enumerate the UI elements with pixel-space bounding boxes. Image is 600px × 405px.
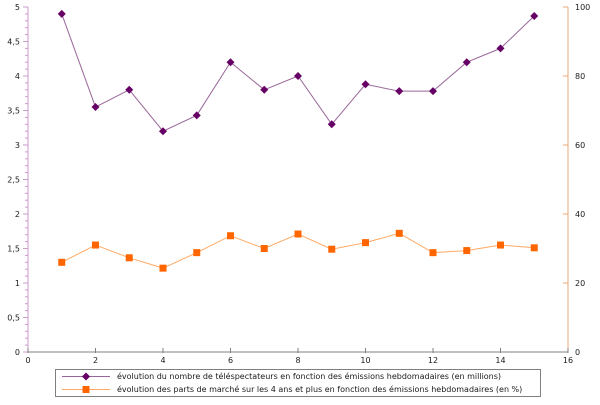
series-0-diamond-marker bbox=[429, 87, 437, 96]
series-1-square-marker bbox=[260, 245, 268, 252]
x-axis-tick-label: 6 bbox=[228, 356, 233, 365]
x-axis-tick-label: 0 bbox=[25, 356, 30, 365]
series-0-diamond-marker bbox=[361, 80, 370, 89]
series-1-square-marker bbox=[58, 258, 66, 266]
series-1-square-marker bbox=[227, 232, 234, 240]
left-axis-tick-label: 2,5 bbox=[7, 176, 20, 185]
series-0-diamond-marker bbox=[395, 87, 404, 96]
x-axis-tick-label: 14 bbox=[495, 356, 505, 365]
legend-label-share: évolution des parts de marché sur les 4 … bbox=[117, 385, 523, 394]
x-axis-tick-label: 2 bbox=[93, 356, 98, 365]
left-axis-tick-label: 4 bbox=[15, 72, 20, 81]
series-0-diamond-marker bbox=[226, 58, 235, 67]
x-axis-tick-label: 16 bbox=[563, 356, 573, 365]
series-0-diamond-marker bbox=[91, 103, 100, 112]
legend-row-viewers: évolution du nombre de téléspectateurs e… bbox=[56, 370, 540, 383]
series-0-diamond-marker bbox=[496, 44, 505, 53]
right-axis-tick-label: 100 bbox=[575, 3, 590, 12]
series-1-square-marker bbox=[362, 239, 369, 247]
left-axis-tick-label: 1,5 bbox=[7, 245, 20, 254]
legend-sample-line-square-icon bbox=[62, 386, 110, 393]
legend-sample-line-diamond-icon bbox=[62, 372, 110, 381]
legend-label-viewers: évolution du nombre de téléspectateurs e… bbox=[117, 372, 502, 381]
series-0-diamond-marker bbox=[57, 9, 66, 18]
left-axis-tick-label: 4,5 bbox=[7, 38, 20, 47]
series-1-square-marker bbox=[159, 264, 167, 272]
right-axis-tick-label: 80 bbox=[575, 72, 585, 81]
series-1-square-marker bbox=[429, 249, 437, 257]
series-0-diamond-marker bbox=[125, 85, 134, 94]
left-axis-tick-label: 0 bbox=[15, 348, 20, 357]
series-0-diamond-marker bbox=[159, 127, 167, 136]
left-axis-tick-label: 3 bbox=[15, 141, 20, 150]
series-1-square-marker bbox=[497, 241, 504, 249]
legend-row-share: évolution des parts de marché sur les 4 … bbox=[56, 383, 540, 396]
series-1-square-marker bbox=[193, 249, 201, 257]
series-1-square-marker bbox=[294, 230, 302, 238]
x-axis-tick-label: 12 bbox=[428, 356, 438, 365]
series-0-diamond-marker bbox=[260, 85, 269, 94]
series-1-square-marker bbox=[125, 254, 133, 262]
x-axis-tick-label: 4 bbox=[160, 356, 165, 365]
series-1-square-marker bbox=[395, 229, 403, 237]
left-axis-tick-label: 3,5 bbox=[7, 107, 20, 116]
right-axis-tick-label: 20 bbox=[575, 279, 585, 288]
x-axis-tick-label: 8 bbox=[295, 356, 300, 365]
series-1-square-marker bbox=[92, 241, 99, 249]
left-axis-tick-label: 2 bbox=[15, 210, 20, 219]
series-0-diamond-marker bbox=[294, 72, 302, 80]
series-0-diamond-marker bbox=[327, 120, 336, 129]
series-0-diamond-marker bbox=[192, 111, 201, 120]
left-axis-tick-label: 0,5 bbox=[7, 314, 20, 323]
right-axis-tick-label: 0 bbox=[575, 348, 580, 357]
legend: évolution du nombre de téléspectateurs e… bbox=[55, 369, 541, 397]
right-axis-tick-label: 60 bbox=[575, 141, 585, 150]
series-0-diamond-marker bbox=[530, 11, 539, 20]
series-1-square-marker bbox=[328, 245, 336, 253]
series-1-square-marker bbox=[463, 247, 471, 255]
right-axis-tick-label: 40 bbox=[575, 210, 585, 219]
left-axis-tick-label: 1 bbox=[15, 279, 20, 288]
x-axis-tick-label: 10 bbox=[360, 356, 370, 365]
series-1-square-marker bbox=[530, 244, 538, 252]
series-0-diamond-marker bbox=[462, 58, 471, 67]
left-axis-tick-label: 5 bbox=[15, 3, 20, 12]
